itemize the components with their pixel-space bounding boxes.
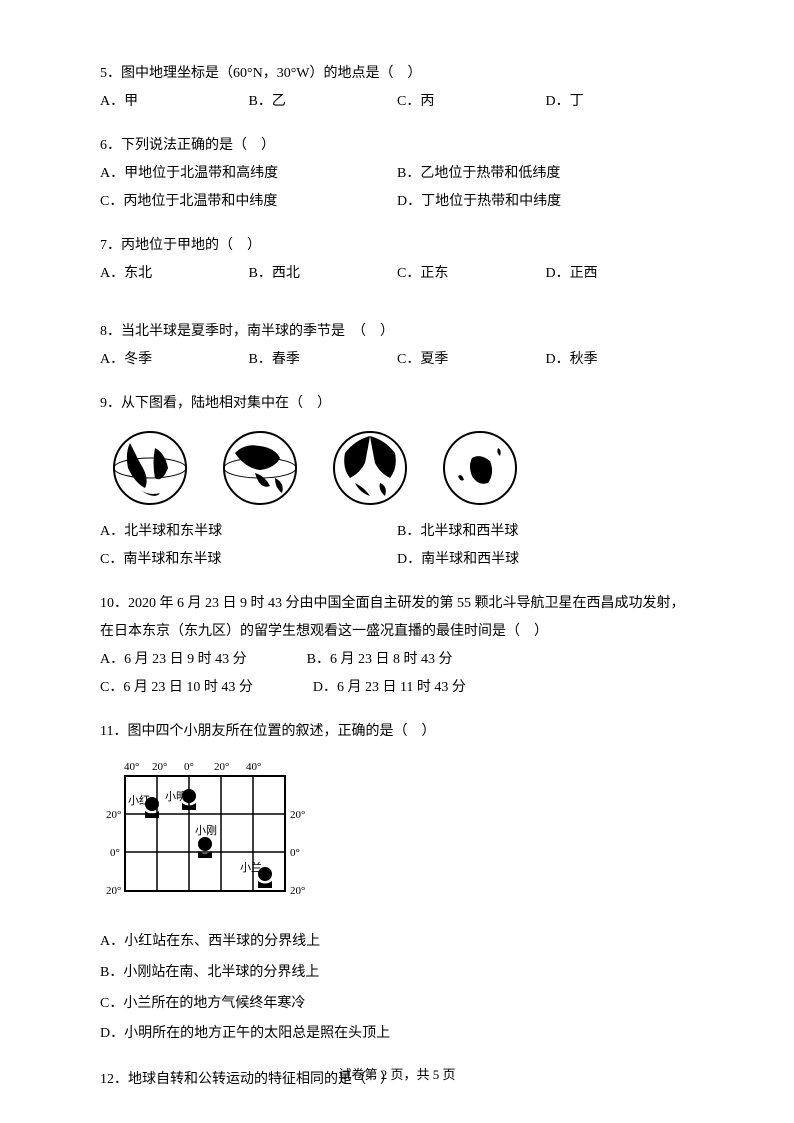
- q6-text: 6．下列说法正确的是（ ）: [100, 132, 694, 160]
- question-9: 9．从下图看，陆地相对集中在（ ）: [100, 390, 694, 574]
- lat-label: 20°: [106, 809, 121, 821]
- lon-label: 40°: [124, 761, 139, 773]
- svg-text:小红: 小红: [128, 794, 150, 807]
- q7-text: 7．丙地位于甲地的（ ）: [100, 232, 694, 260]
- q7-opt-c: C．正东: [397, 260, 546, 288]
- q9-opt-a: A．北半球和东半球: [100, 518, 397, 546]
- q6-opt-b: B．乙地位于热带和低纬度: [397, 160, 694, 188]
- q5-opt-b: B．乙: [249, 88, 398, 116]
- question-7: 7．丙地位于甲地的（ ） A．东北 B．西北 C．正东 D．正西: [100, 232, 694, 288]
- person-xiaoming: 小明: [165, 789, 196, 810]
- q5-opt-a: A．甲: [100, 88, 249, 116]
- person-xiaolan: 小兰: [240, 861, 272, 888]
- question-10: 10．2020 年 6 月 23 日 9 时 43 分由中国全面自主研发的第 5…: [100, 590, 694, 702]
- q10-opt-d: D．6 月 23 日 11 时 43 分: [313, 674, 466, 702]
- q5-opt-c: C．丙: [397, 88, 546, 116]
- q7-opt-b: B．西北: [249, 260, 398, 288]
- q6-opt-c: C．丙地位于北温带和中纬度: [100, 188, 397, 216]
- q9-opt-c: C．南半球和东半球: [100, 546, 397, 574]
- lat-label: 0°: [110, 847, 120, 859]
- q10-text: 10．2020 年 6 月 23 日 9 时 43 分由中国全面自主研发的第 5…: [100, 590, 694, 646]
- svg-text:小明: 小明: [165, 790, 187, 803]
- globes-figure: [110, 428, 694, 508]
- globe-4: [440, 428, 520, 508]
- q7-opt-d: D．正西: [546, 260, 695, 288]
- globe-3: [330, 428, 410, 508]
- q11-opt-a: A．小红站在东、西半球的分界线上: [100, 927, 694, 958]
- q6-opt-d: D．丁地位于热带和中纬度: [397, 188, 694, 216]
- q9-opt-b: B．北半球和西半球: [397, 518, 694, 546]
- page-footer: 试卷第 2 页，共 5 页: [0, 1064, 794, 1083]
- grid-figure: 40° 20° 0° 20° 40° 20° 0° 20° 20° 0° 20°…: [100, 756, 694, 917]
- lon-label: 20°: [214, 761, 229, 773]
- question-5: 5．图中地理坐标是（60°N，30°W）的地点是（ ） A．甲 B．乙 C．丙 …: [100, 60, 694, 116]
- svg-text:小兰: 小兰: [240, 861, 262, 874]
- q8-opt-a: A．冬季: [100, 346, 249, 374]
- q6-options: A．甲地位于北温带和高纬度 B．乙地位于热带和低纬度 C．丙地位于北温带和中纬度…: [100, 160, 694, 216]
- lon-label: 20°: [152, 761, 167, 773]
- q10-options: A．6 月 23 日 9 时 43 分 B．6 月 23 日 8 时 43 分 …: [100, 646, 694, 702]
- lat-label: 20°: [290, 885, 305, 897]
- q10-opt-a: A．6 月 23 日 9 时 43 分: [100, 646, 247, 674]
- lat-label: 20°: [290, 809, 305, 821]
- q11-opt-d: D．小明所在的地方正午的太阳总是照在头顶上: [100, 1019, 694, 1050]
- svg-text:小刚: 小刚: [195, 824, 217, 837]
- q11-text: 11．图中四个小朋友所在位置的叙述，正确的是（ ）: [100, 718, 694, 746]
- q5-text: 5．图中地理坐标是（60°N，30°W）的地点是（ ）: [100, 60, 694, 88]
- q10-opt-c: C．6 月 23 日 10 时 43 分: [100, 674, 253, 702]
- question-11: 11．图中四个小朋友所在位置的叙述，正确的是（ ） 40° 20° 0° 20°…: [100, 718, 694, 1050]
- q11-opt-c: C．小兰所在的地方气候终年寒冷: [100, 989, 694, 1020]
- q6-opt-a: A．甲地位于北温带和高纬度: [100, 160, 397, 188]
- q8-opt-d: D．秋季: [546, 346, 695, 374]
- q10-opt-b: B．6 月 23 日 8 时 43 分: [307, 646, 453, 674]
- q8-text: 8．当北半球是夏季时，南半球的季节是 （ ）: [100, 318, 694, 346]
- q9-options: A．北半球和东半球 B．北半球和西半球 C．南半球和东半球 D．南半球和西半球: [100, 518, 694, 574]
- q5-options: A．甲 B．乙 C．丙 D．丁: [100, 88, 694, 116]
- question-8: 8．当北半球是夏季时，南半球的季节是 （ ） A．冬季 B．春季 C．夏季 D．…: [100, 318, 694, 374]
- q9-text: 9．从下图看，陆地相对集中在（ ）: [100, 390, 694, 418]
- q11-opt-b: B．小刚站在南、北半球的分界线上: [100, 958, 694, 989]
- lat-label: 20°: [106, 885, 121, 897]
- q9-opt-d: D．南半球和西半球: [397, 546, 694, 574]
- person-xiaogang: 小刚: [195, 824, 217, 858]
- q8-opt-c: C．夏季: [397, 346, 546, 374]
- lat-label: 0°: [290, 847, 300, 859]
- globe-1: [110, 428, 190, 508]
- lon-label: 40°: [246, 761, 261, 773]
- globe-2: [220, 428, 300, 508]
- q8-opt-b: B．春季: [249, 346, 398, 374]
- q8-options: A．冬季 B．春季 C．夏季 D．秋季: [100, 346, 694, 374]
- question-6: 6．下列说法正确的是（ ） A．甲地位于北温带和高纬度 B．乙地位于热带和低纬度…: [100, 132, 694, 216]
- lon-label: 0°: [184, 761, 194, 773]
- q7-opt-a: A．东北: [100, 260, 249, 288]
- q11-options: A．小红站在东、西半球的分界线上 B．小刚站在南、北半球的分界线上 C．小兰所在…: [100, 927, 694, 1050]
- q5-opt-d: D．丁: [546, 88, 695, 116]
- q7-options: A．东北 B．西北 C．正东 D．正西: [100, 260, 694, 288]
